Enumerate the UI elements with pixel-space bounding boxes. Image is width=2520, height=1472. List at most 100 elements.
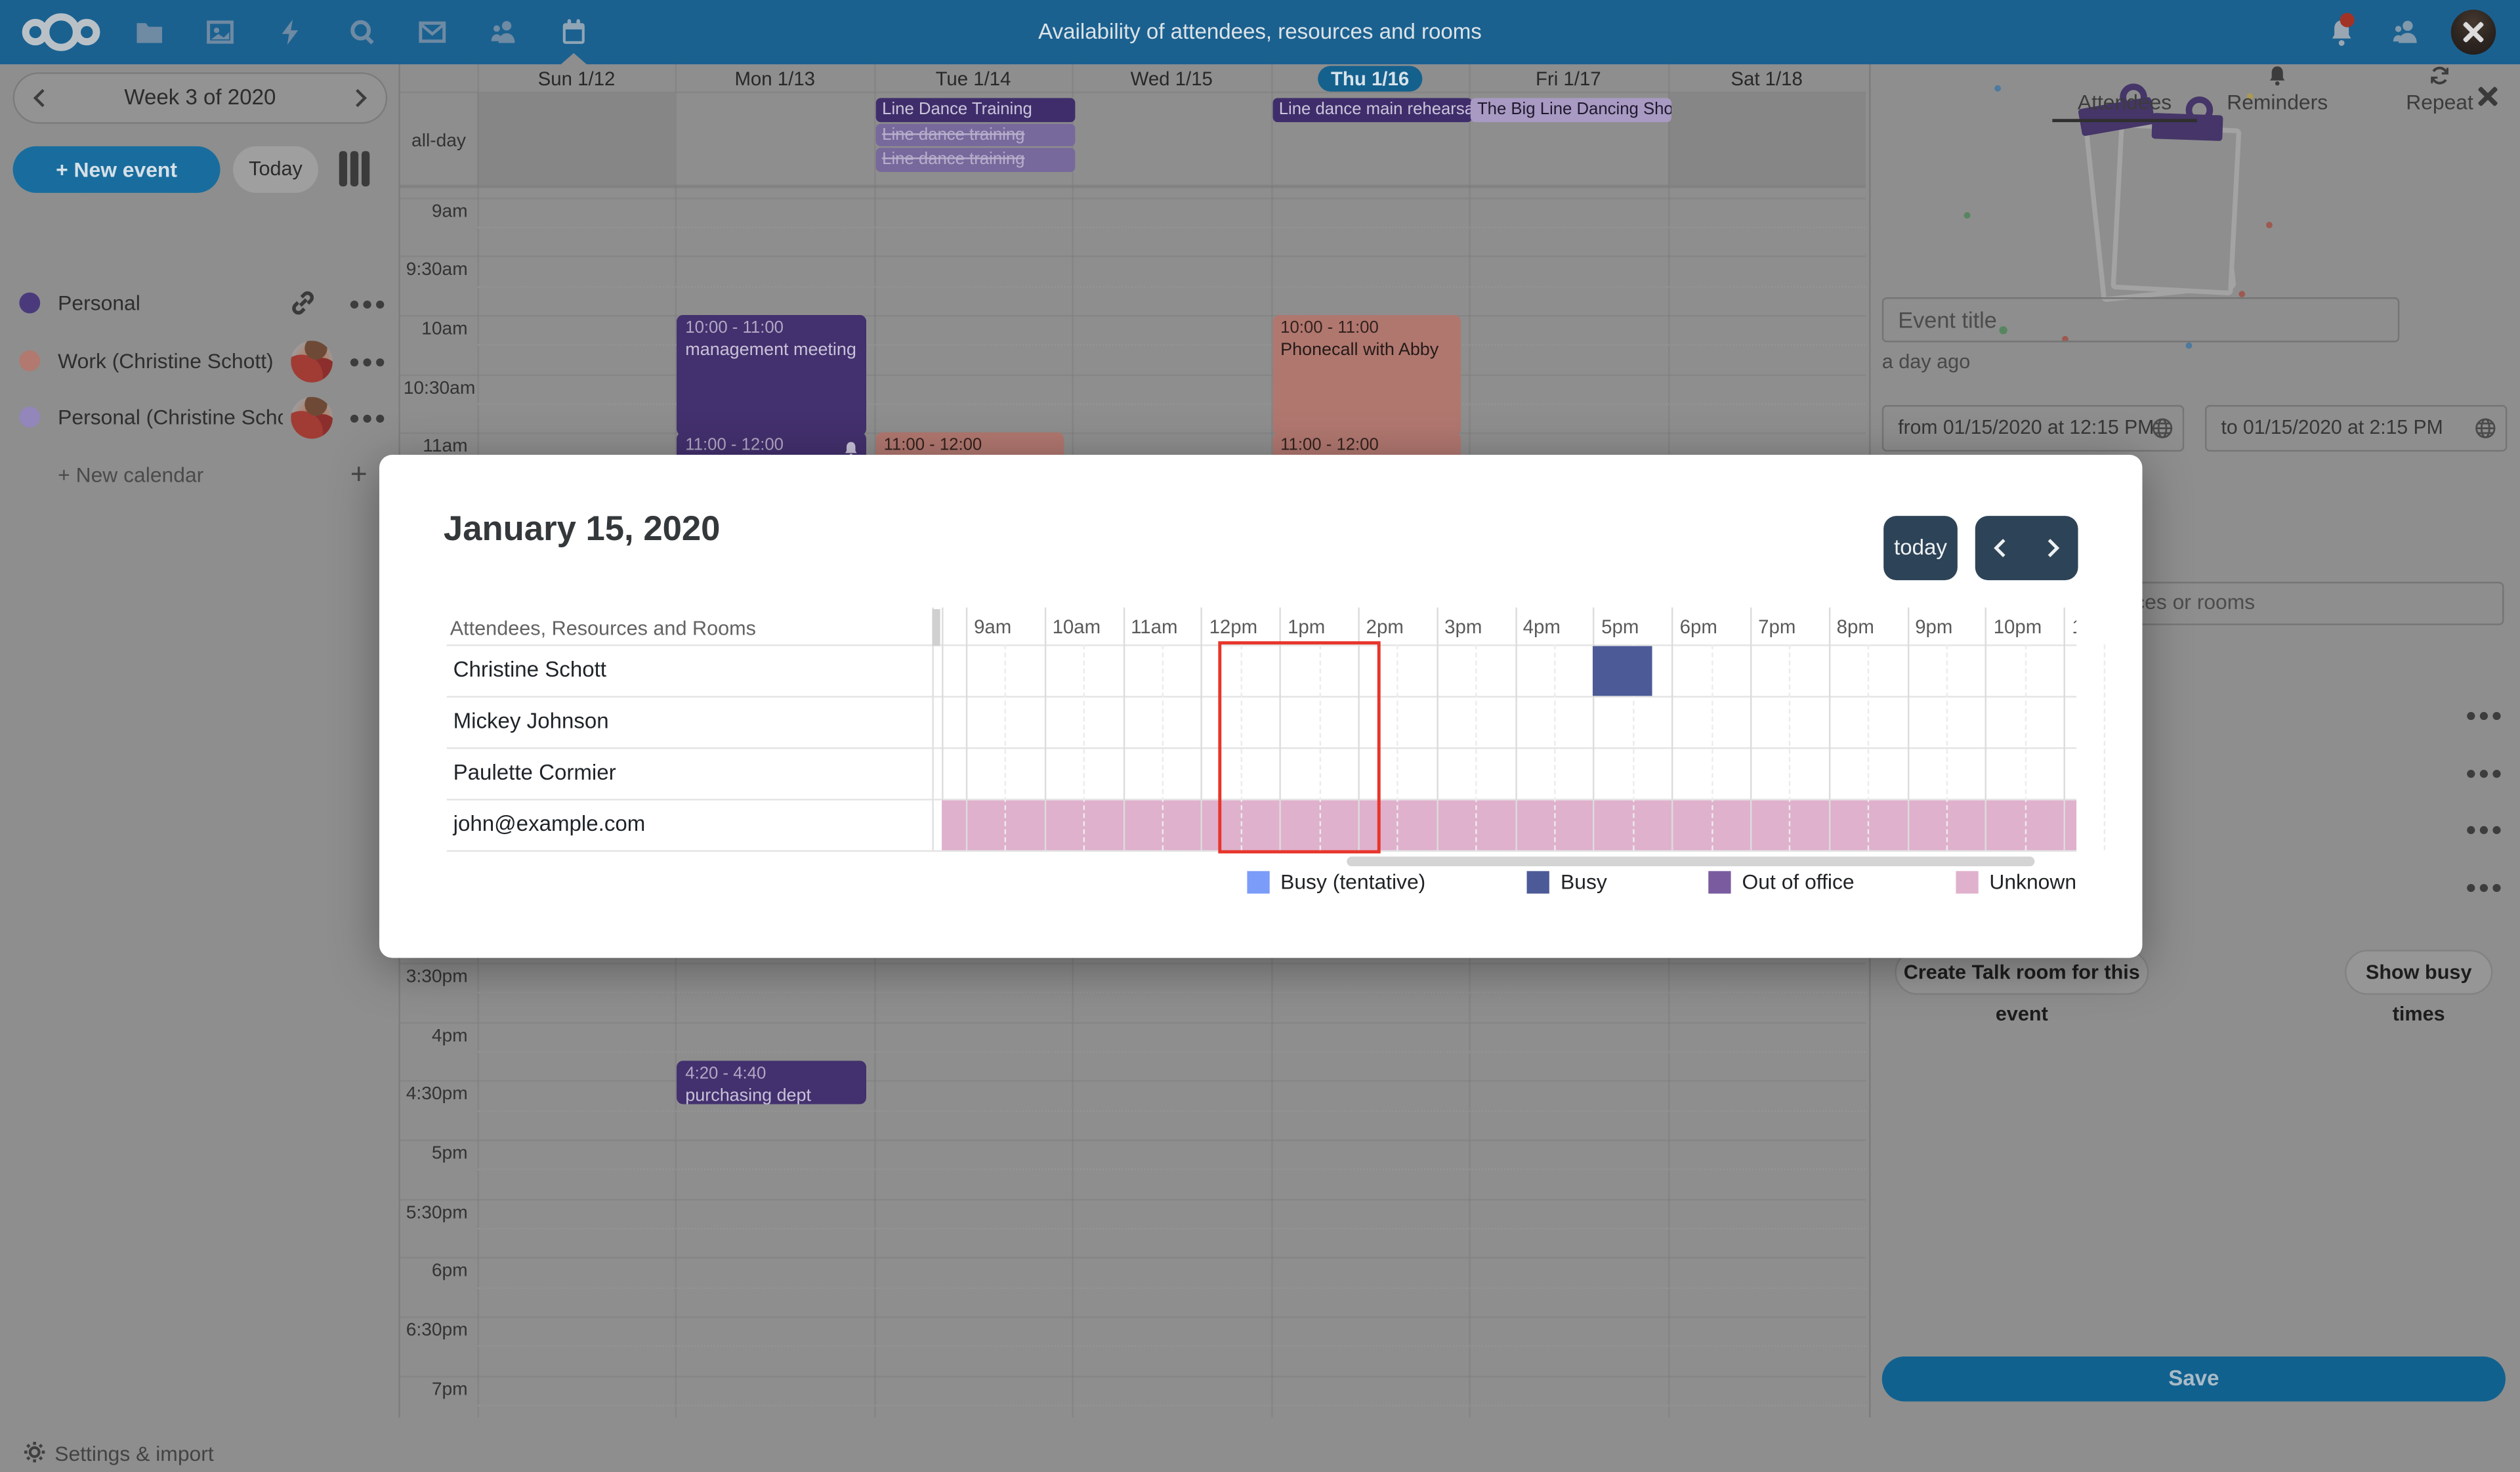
tab-reminders[interactable]: Reminders <box>2221 64 2333 119</box>
time-gridline <box>400 1022 1866 1023</box>
time-gridline <box>400 963 1866 964</box>
half-hour-gridline <box>1868 644 1869 850</box>
allday-event[interactable]: Line dance training <box>875 123 1076 147</box>
calendar-name: Personal <box>58 291 140 315</box>
last-modified-label: a day ago <box>1882 350 1971 373</box>
legend-label: Busy <box>1561 870 1607 894</box>
day-header[interactable]: Wed 1/15 <box>1072 68 1270 93</box>
half-hour-gridline <box>1790 644 1791 850</box>
legend-label: Out of office <box>1742 870 1855 894</box>
time-gutter-label: 5pm <box>404 1145 468 1164</box>
time-gutter-label: 4:30pm <box>404 1085 468 1104</box>
tab-repeat[interactable]: Repeat <box>2391 64 2488 119</box>
tab-attendees[interactable]: Attendees <box>2052 64 2196 122</box>
event-time: 10:00 - 11:00 <box>685 318 858 339</box>
hour-label: 1pm <box>1288 616 1325 638</box>
hour-gridline <box>1437 608 1438 851</box>
time-gutter-label: 6pm <box>404 1262 468 1281</box>
grid-horizontal-scrollbar[interactable] <box>1347 856 2034 866</box>
next-day-icon[interactable] <box>2040 536 2065 561</box>
show-busy-times-button[interactable]: Show busy times <box>2345 950 2492 995</box>
week-navigation[interactable]: Week 3 of 2020 <box>13 72 388 123</box>
half-hour-gridline <box>1397 644 1398 850</box>
allday-event[interactable]: Line Dance Training <box>875 98 1076 121</box>
plus-icon[interactable]: + <box>350 458 368 492</box>
timezone-globe-icon[interactable] <box>2473 416 2498 440</box>
calendar-list-item[interactable]: Personal (Christine Scho… <box>0 394 398 442</box>
half-hour-gridline <box>1162 644 1164 850</box>
hour-label: 10pm <box>1994 616 2042 638</box>
hour-gridline <box>966 608 967 851</box>
time-gutter-label: 4pm <box>404 1026 468 1045</box>
day-header[interactable]: Thu 1/16 <box>1270 68 1469 93</box>
top-bar: Availability of attendees, resources and… <box>0 0 2520 64</box>
contacts-menu-icon[interactable] <box>2391 18 2420 47</box>
attendee-menu-icon[interactable] <box>2467 712 2500 720</box>
previous-day-icon[interactable] <box>1988 536 2013 561</box>
attendee-menu-icon[interactable] <box>2467 883 2500 891</box>
week-view-toggle-icon[interactable] <box>339 151 371 186</box>
hour-label: 7pm <box>1758 616 1796 638</box>
allday-event[interactable]: Line dance main rehearsal <box>1272 98 1473 121</box>
half-hour-gridline <box>1005 644 1007 850</box>
day-header[interactable]: Mon 1/13 <box>676 68 874 93</box>
time-gridline <box>400 1316 1866 1318</box>
hour-gridline <box>1985 608 1986 851</box>
user-avatar[interactable] <box>2451 10 2496 55</box>
names-scrollbar[interactable] <box>932 609 940 646</box>
gear-icon <box>22 1440 47 1464</box>
allday-event[interactable]: Line dance training <box>875 148 1076 172</box>
share-link-icon[interactable] <box>289 289 317 317</box>
calendar-color-dot <box>19 407 40 428</box>
calendar-actions-menu-icon[interactable] <box>350 415 384 423</box>
event-title-input[interactable]: Event title <box>1882 297 2400 343</box>
hour-gridline <box>1828 608 1830 851</box>
today-button[interactable]: Today <box>233 146 318 193</box>
time-gridline <box>400 433 1866 434</box>
half-hour-gridline <box>1711 644 1712 850</box>
next-week-icon[interactable] <box>347 85 373 111</box>
calendar-actions-menu-icon[interactable] <box>350 301 384 308</box>
end-datetime-input[interactable]: to 01/15/2020 at 2:15 PM <box>2205 405 2507 452</box>
settings-and-import[interactable]: Settings & import <box>22 1439 376 1471</box>
week-label: Week 3 of 2020 <box>14 74 386 122</box>
timezone-globe-icon[interactable] <box>2151 416 2175 440</box>
day-header[interactable]: Fri 1/17 <box>1469 68 1668 93</box>
day-header[interactable]: Sat 1/18 <box>1668 68 1866 93</box>
weekend-shade <box>477 93 675 185</box>
modal-date-title: January 15, 2020 <box>444 509 721 549</box>
time-gutter-label: 10am <box>404 320 468 339</box>
hour-label: 11am <box>1131 616 1177 638</box>
calendar-list-item[interactable]: Work (Christine Schott) <box>0 337 398 385</box>
modal-today-button[interactable]: today <box>1883 516 1958 580</box>
unknown-availability-band <box>942 799 2076 849</box>
attendee-menu-icon[interactable] <box>2467 769 2500 777</box>
bell-icon <box>2266 64 2288 87</box>
attendee-menu-icon[interactable] <box>2467 826 2500 834</box>
day-header[interactable]: Sun 1/12 <box>477 68 675 93</box>
allday-event[interactable]: The Big Line Dancing Show <box>1471 98 1671 121</box>
modal-date-navigation <box>1975 516 2078 580</box>
day-header[interactable]: Tue 1/14 <box>874 68 1072 93</box>
start-datetime-input[interactable]: from 01/15/2020 at 12:15 PM <box>1882 405 2184 452</box>
hour-label: 3pm <box>1444 616 1482 638</box>
hour-label: 11pm <box>2072 616 2076 638</box>
new-calendar-button[interactable]: + New calendar <box>58 463 203 487</box>
attendee-name: john@example.com <box>453 799 646 850</box>
half-hour-gridline <box>1554 644 1555 850</box>
calendar-actions-menu-icon[interactable] <box>350 358 384 366</box>
selected-time-range[interactable] <box>1217 641 1381 853</box>
hour-gridline <box>1123 608 1124 851</box>
header-divider <box>400 92 1866 93</box>
notifications-bell-icon[interactable] <box>2327 18 2356 47</box>
calendar-list-item[interactable]: Personal <box>0 280 398 327</box>
half-hour-gridline <box>1946 644 1948 850</box>
save-button[interactable]: Save <box>1882 1356 2506 1402</box>
time-gutter-label: 5:30pm <box>404 1204 468 1223</box>
new-event-button[interactable]: + New event <box>13 146 220 193</box>
time-gridline <box>400 1081 1866 1082</box>
